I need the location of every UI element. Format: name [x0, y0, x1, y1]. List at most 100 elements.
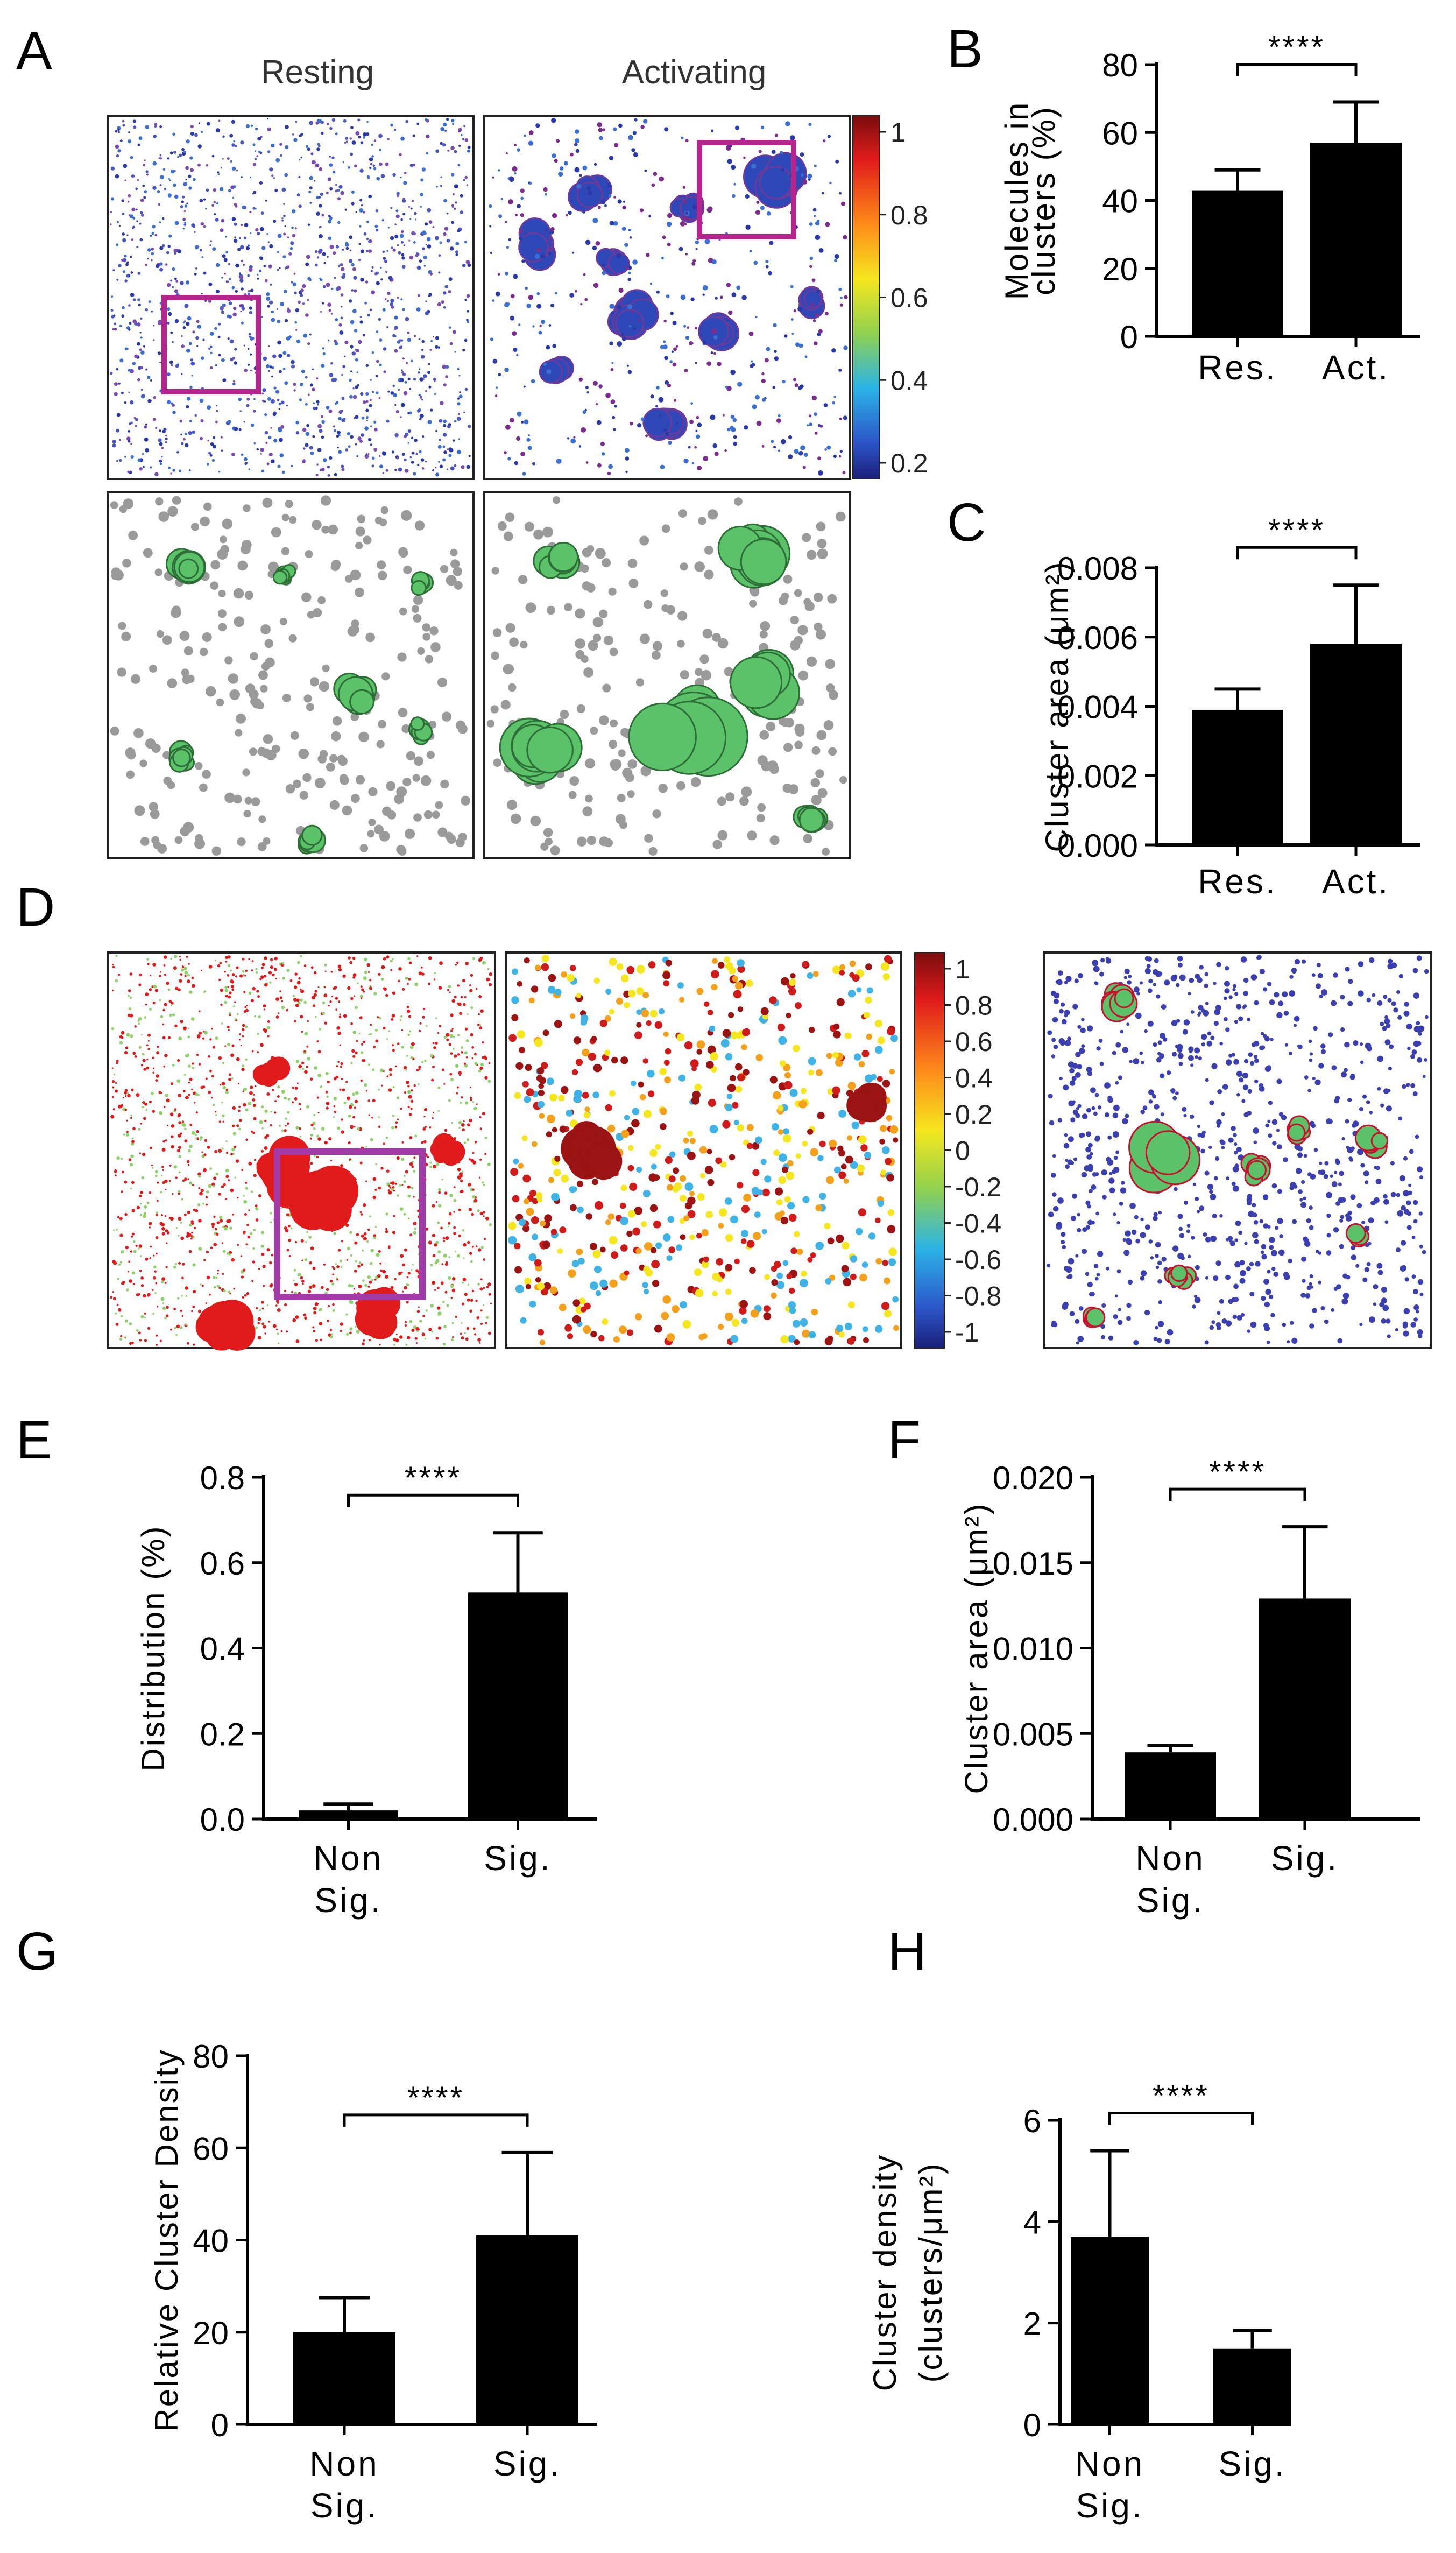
- y-tick-label: 4: [1023, 2204, 1041, 2240]
- y-axis-label: Molecules in: [999, 101, 1035, 300]
- panel-letter-d: D: [16, 877, 55, 937]
- colorbar-d: 1 0.8 0.6 0.4 0.2 0 -0.2 -0.4 -0.6 -0.8 -1: [914, 952, 1001, 1349]
- colorbar-tick-label: 1: [955, 954, 970, 984]
- colorbar-tick-label: 0.2: [955, 1099, 993, 1130]
- y-tick-label: 0.000: [993, 1802, 1073, 1838]
- colorbar-tick-label: 0.4: [890, 365, 928, 396]
- y-tick-label: 0.005: [993, 1716, 1073, 1752]
- significance-bracket: [343, 2113, 529, 2127]
- x-tick-label: Act.: [1322, 348, 1390, 387]
- significance-bracket: [1169, 1487, 1306, 1501]
- y-axis-label: Distribution (%): [135, 1525, 171, 1771]
- y-tick-label: 0.020: [993, 1460, 1073, 1496]
- bar-h-1: [1213, 2348, 1291, 2424]
- y-tick-label: 0.008: [1057, 551, 1138, 587]
- bar-e-0: [299, 1810, 398, 1819]
- bar-chart-h: H 0 2 4 6 Cluster density (clusters/μm²) Non Sig…: [867, 1921, 1291, 2525]
- x-tick-label: Non Sig.: [309, 2444, 379, 2525]
- y-axis-label: Cluster area (μm²): [1039, 561, 1075, 852]
- y-axis-label: Relative Cluster Density: [149, 2048, 185, 2431]
- bar-g-1: [476, 2235, 578, 2424]
- y-axis-label: Cluster density: [867, 2154, 903, 2392]
- colorbar-tick-label: -0.2: [955, 1172, 1001, 1202]
- y-tick-label: 0: [1120, 319, 1138, 355]
- panel-letter-e: E: [16, 1410, 52, 1470]
- y-axis-label: Cluster area (μm²): [958, 1503, 994, 1794]
- bar-e-1: [468, 1592, 568, 1819]
- roi-box-d: [274, 1148, 426, 1300]
- colorbar-tick-label: -1: [955, 1317, 979, 1348]
- significance-bracket: [1236, 62, 1358, 76]
- panel-letter-a: A: [16, 20, 52, 81]
- colorbar-tick-label: 0.8: [890, 200, 928, 230]
- panel-letter-b: B: [947, 19, 983, 79]
- colorbar-tick-label: -0.4: [955, 1209, 1001, 1239]
- y-tick-label: 0.015: [993, 1546, 1073, 1582]
- y-tick-label: 40: [193, 2223, 229, 2259]
- image-a-activating: [483, 115, 851, 480]
- y-tick-label: 6: [1023, 2103, 1041, 2139]
- x-tick-label: Non Sig.: [1135, 1839, 1205, 1920]
- bar-f-0: [1125, 1752, 1216, 1819]
- significance-stars: ****: [1268, 30, 1325, 65]
- bar-chart-e: E 0.0 0.2 0.4 0.6 0.8 Distribution (%) Non Sig. S…: [16, 1410, 597, 1920]
- image-d-heatmap: [505, 951, 902, 1349]
- y-tick-label: 0.4: [200, 1631, 245, 1667]
- bar-f-1: [1259, 1598, 1351, 1819]
- bar-h-0: [1071, 2237, 1149, 2424]
- bar-chart-f: F 0.000 0.005 0.010 0.015 0.020 Cluster area (…: [888, 1410, 1420, 1920]
- image-a-activating-zoom: [483, 491, 851, 859]
- significance-stars: ****: [1209, 1455, 1266, 1490]
- bar-c-1: [1310, 644, 1402, 845]
- significance-stars: ****: [1153, 2079, 1210, 2114]
- y-tick-label: 40: [1102, 184, 1138, 220]
- x-tick-label: Sig.: [1218, 2444, 1286, 2483]
- y-tick-label: 0.0: [200, 1802, 245, 1838]
- x-tick-label: Sig.: [493, 2444, 561, 2483]
- y-tick-label: 2: [1023, 2306, 1041, 2342]
- panel-letter-h: H: [888, 1921, 927, 1981]
- y-tick-label: 80: [1102, 47, 1138, 83]
- colorbar-tick-label: 0.2: [890, 448, 928, 478]
- y-tick-label: 0.002: [1057, 758, 1138, 794]
- bar-c-0: [1192, 709, 1283, 845]
- y-tick-label: 60: [193, 2131, 229, 2167]
- y-tick-label: 0: [211, 2407, 229, 2443]
- y-tick-label: 0.2: [200, 1716, 245, 1752]
- significance-bracket: [1108, 2112, 1254, 2125]
- x-tick-label: Sig.: [484, 1839, 552, 1878]
- colorbar-tick-label: 0: [955, 1136, 970, 1166]
- y-tick-label: 0: [1023, 2407, 1041, 2443]
- colorbar-tick-label: 1: [890, 117, 906, 147]
- x-tick-label: Sig.: [1271, 1839, 1339, 1878]
- x-tick-label: Act.: [1322, 862, 1390, 901]
- x-tick-label: Res.: [1198, 862, 1277, 901]
- image-d-clusters: [1043, 951, 1432, 1349]
- x-tick-label: Non Sig.: [1075, 2444, 1144, 2525]
- y-tick-label: 0.6: [200, 1546, 245, 1582]
- y-tick-label: 0.010: [993, 1631, 1073, 1667]
- significance-bracket: [1236, 546, 1358, 560]
- bar-g-0: [293, 2332, 395, 2424]
- colorbar-tick-label: -0.8: [955, 1281, 1001, 1311]
- x-tick-label: Non Sig.: [314, 1839, 383, 1920]
- panel-letter-f: F: [888, 1410, 921, 1470]
- bar-b-0: [1192, 190, 1283, 336]
- colorbar-a: 1 0.8 0.6 0.4 0.2: [852, 115, 928, 479]
- image-a-resting-zoom: [107, 491, 475, 859]
- y-tick-label: 0.006: [1057, 620, 1138, 656]
- colorbar-tick-label: 0.4: [955, 1063, 993, 1094]
- x-tick-label: Res.: [1198, 348, 1277, 387]
- roi-box-resting: [161, 295, 261, 394]
- colorbar-tick-label: 0.8: [955, 991, 993, 1021]
- significance-stars: ****: [407, 2081, 464, 2115]
- y-tick-label: 80: [193, 2039, 229, 2075]
- panel-letter-g: G: [16, 1921, 58, 1981]
- y-tick-label: 0.004: [1057, 689, 1138, 725]
- y-tick-label: 60: [1102, 115, 1138, 151]
- panel-letter-c: C: [947, 492, 986, 553]
